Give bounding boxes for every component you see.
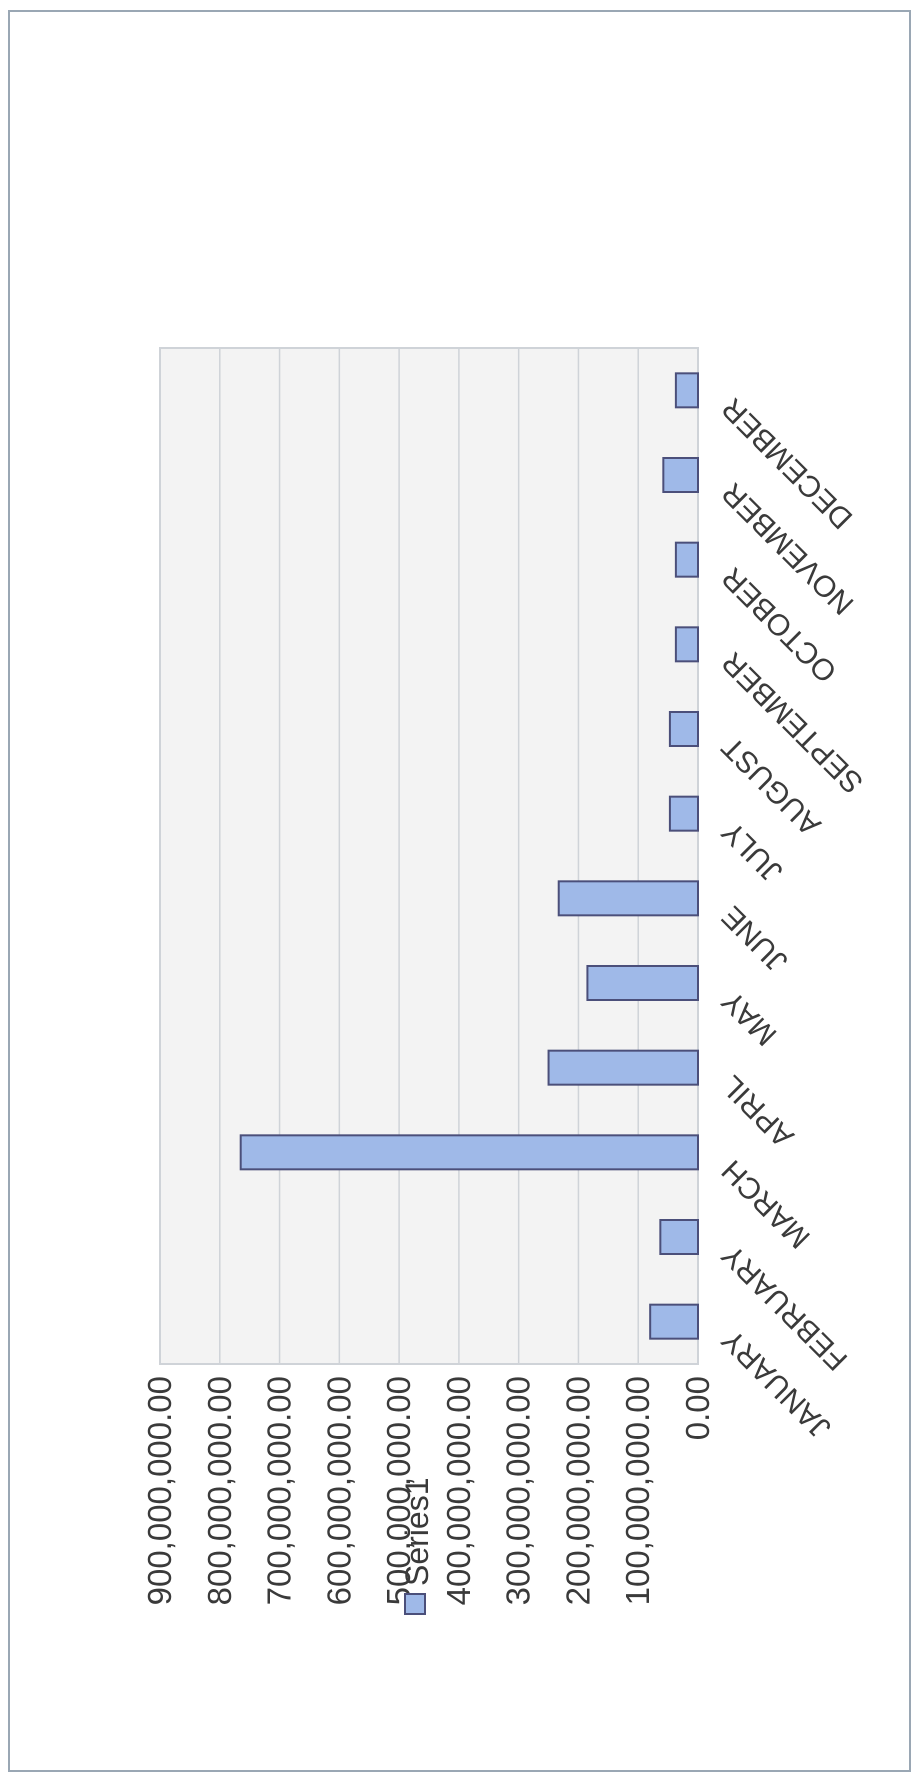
value-tick-label: 800,000,000.00 <box>201 1376 238 1605</box>
plot-area <box>159 347 699 1365</box>
bar-june <box>557 880 699 917</box>
bar-april <box>547 1049 699 1086</box>
value-tick-label: 900,000,000.00 <box>141 1376 178 1605</box>
value-tick-label: 300,000,000.00 <box>500 1376 537 1605</box>
value-tick-label: 400,000,000.00 <box>440 1376 477 1605</box>
legend-swatch <box>404 1593 426 1615</box>
value-tick-label: 600,000,000.00 <box>320 1376 357 1605</box>
bar-august <box>668 711 699 747</box>
legend-label: Series1 <box>399 1478 435 1587</box>
bar-february <box>659 1219 700 1255</box>
value-tick-label: 0.00 <box>679 1376 716 1440</box>
value-tick-label: 700,000,000.00 <box>261 1376 298 1605</box>
bar-may <box>586 965 700 1001</box>
category-label: JUNE <box>716 899 795 978</box>
category-label: MAY <box>716 984 784 1052</box>
category-label: MARCH <box>716 1153 817 1254</box>
bar-december <box>674 372 699 409</box>
value-tick-label: 500,000,000.00 <box>380 1376 417 1605</box>
value-tick-label: 100,000,000.00 <box>619 1376 656 1605</box>
bar-july <box>668 795 699 832</box>
bar-march <box>239 1134 699 1171</box>
bar-january <box>649 1303 700 1340</box>
bar-september <box>674 626 699 663</box>
bar-chart: 0.00 100,000,000.00 200,000,000.00 300,000,… <box>141 347 870 1615</box>
bar-october <box>674 541 699 578</box>
category-label: APRIL <box>716 1069 801 1154</box>
category-label: JULY <box>716 815 790 889</box>
bar-november <box>662 457 700 493</box>
chart-frame: 0.00 100,000,000.00 200,000,000.00 300,000,… <box>8 10 911 1772</box>
legend: Series1 <box>399 1478 435 1615</box>
value-tick-label: 200,000,000.00 <box>559 1376 596 1605</box>
